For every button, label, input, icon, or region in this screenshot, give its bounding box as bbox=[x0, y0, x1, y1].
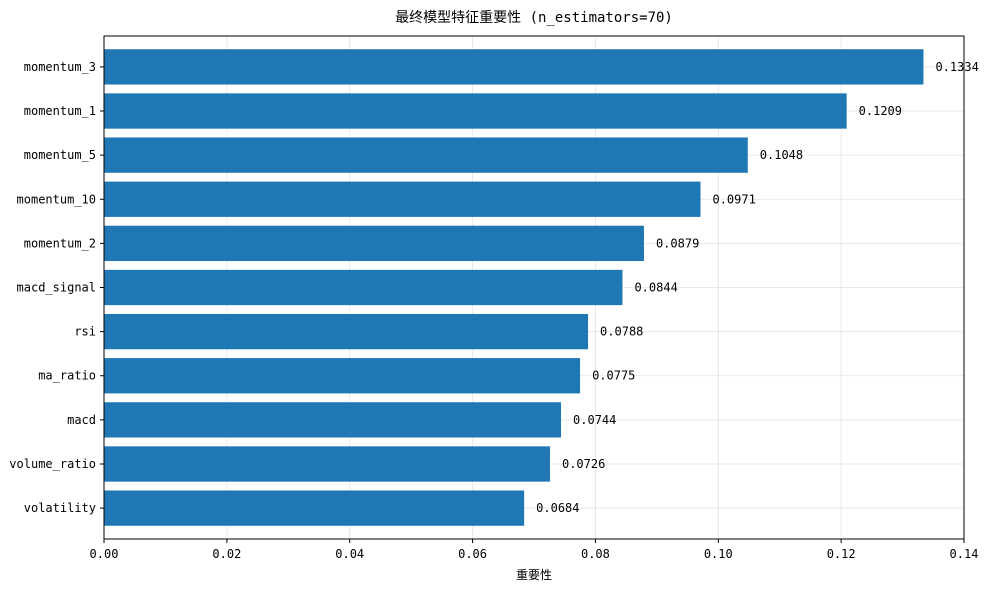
x-tick-label: 0.10 bbox=[704, 547, 733, 561]
bar-macd bbox=[104, 402, 562, 438]
x-tick-label: 0.06 bbox=[458, 547, 487, 561]
bar-value-label: 0.0726 bbox=[562, 457, 605, 471]
x-tick-label: 0.02 bbox=[212, 547, 241, 561]
y-tick-label: momentum_10 bbox=[17, 192, 96, 206]
x-axis-title: 重要性 bbox=[516, 568, 552, 582]
bar-value-label: 0.0775 bbox=[592, 369, 635, 383]
bar-momentum-3 bbox=[104, 49, 924, 85]
y-tick-label: ma_ratio bbox=[38, 369, 96, 383]
y-tick-label: macd bbox=[67, 413, 96, 427]
bar-momentum-2 bbox=[104, 225, 644, 262]
bar-volatility bbox=[104, 490, 525, 526]
bar-rsi bbox=[104, 313, 589, 350]
y-tick-label: volume_ratio bbox=[9, 457, 96, 471]
bar-value-label: 0.0879 bbox=[656, 236, 699, 250]
y-tick-label: volatility bbox=[24, 501, 96, 515]
bar-value-label: 0.0971 bbox=[712, 192, 755, 206]
bar-macd-signal bbox=[104, 269, 623, 306]
bar-value-label: 0.1334 bbox=[935, 60, 978, 74]
bars bbox=[104, 49, 924, 526]
value-labels: 0.1334 0.1209 0.1048 0.0971 0.0879 0.0844 0.07… bbox=[536, 60, 979, 515]
y-tick-label: rsi bbox=[74, 325, 96, 339]
bar-value-label: 0.0844 bbox=[634, 281, 677, 295]
bar-value-label: 0.1209 bbox=[859, 104, 902, 118]
bar-value-label: 0.1048 bbox=[760, 148, 803, 162]
x-tick-label: 0.08 bbox=[581, 547, 610, 561]
x-axis: 0.00 0.02 0.04 0.06 0.08 0.10 0.12 0.14 bbox=[90, 539, 979, 561]
bar-value-label: 0.0684 bbox=[536, 501, 579, 515]
bar-momentum-10 bbox=[104, 181, 701, 217]
x-tick-label: 0.00 bbox=[90, 547, 119, 561]
y-axis: momentum_3 momentum_1 momentum_5 momentum_1… bbox=[9, 60, 104, 515]
bar-value-label: 0.0788 bbox=[600, 325, 643, 339]
y-tick-label: momentum_2 bbox=[24, 236, 96, 250]
x-tick-label: 0.04 bbox=[335, 547, 364, 561]
bar-volume-ratio bbox=[104, 446, 550, 482]
bar-ma-ratio bbox=[104, 358, 581, 394]
bar-momentum-5 bbox=[104, 137, 748, 173]
x-tick-label: 0.14 bbox=[950, 547, 979, 561]
y-tick-label: momentum_5 bbox=[24, 148, 96, 162]
x-tick-label: 0.12 bbox=[827, 547, 856, 561]
bar-momentum-1 bbox=[104, 93, 847, 129]
bar-value-label: 0.0744 bbox=[573, 413, 616, 427]
y-tick-label: momentum_1 bbox=[24, 104, 96, 118]
chart-title: 最终模型特征重要性 (n_estimators=70) bbox=[395, 10, 673, 26]
y-tick-label: macd_signal bbox=[17, 281, 96, 295]
y-tick-label: momentum_3 bbox=[24, 60, 96, 74]
